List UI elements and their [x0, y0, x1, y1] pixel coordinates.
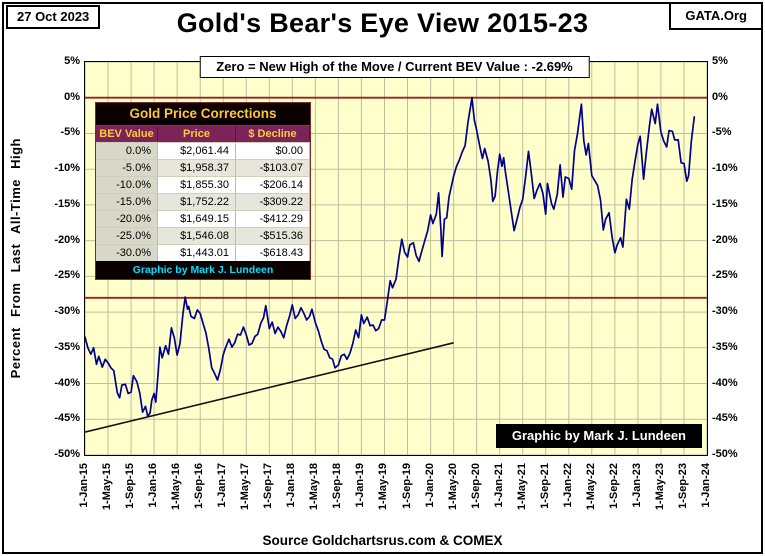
table-row: -20.0% $1,649.15 -$412.29 [96, 210, 310, 227]
y-tick-label: -50% [54, 448, 80, 460]
y-tick-label: -30% [712, 305, 738, 317]
table-cell: $1,443.01 [158, 244, 236, 261]
table-row: -30.0% $1,443.01 -$618.43 [96, 244, 310, 261]
y-tick-label: 5% [712, 55, 728, 67]
x-tick-label: 1-Jan-15 [78, 463, 90, 508]
table-cell: -$103.07 [236, 159, 310, 176]
x-tick-label: 1-Sep-22 [608, 463, 620, 509]
x-tick-label: 1-May-18 [308, 463, 320, 511]
y-axis-title: Percent From Last All-Time High [8, 62, 23, 455]
x-tick-label: 1-Sep-21 [539, 463, 551, 509]
column-header: $ Decline [236, 126, 310, 142]
y-tick-label: 0% [64, 91, 80, 103]
x-tick-label: 1-Sep-16 [193, 463, 205, 509]
x-tick-label: 1-Jan-23 [631, 463, 643, 508]
x-tick-label: 1-Sep-23 [677, 463, 689, 509]
y-tick-label: -50% [712, 448, 738, 460]
table-cell: -$515.36 [236, 227, 310, 244]
y-tick-label: -40% [54, 377, 80, 389]
column-header: Price [158, 126, 236, 142]
y-tick-label: -25% [54, 269, 80, 281]
y-tick-label: -25% [712, 269, 738, 281]
x-tick-label: 1-Sep-15 [124, 463, 136, 509]
x-tick-label: 1-May-20 [447, 463, 459, 511]
credit-box: Graphic by Mark J. Lundeen [495, 424, 702, 448]
table-cell: -5.0% [96, 159, 158, 176]
table-cell: -$618.43 [236, 244, 310, 261]
table-cell: -$412.29 [236, 210, 310, 227]
table-row: 0.0% $2,061.44 $0.00 [96, 142, 310, 159]
x-tick-label: 1-Sep-18 [331, 463, 343, 509]
org-label: GATA.Org [669, 4, 761, 30]
corrections-table-title: Gold Price Corrections [96, 103, 310, 126]
table-cell: 0.0% [96, 142, 158, 159]
table-cell: -30.0% [96, 244, 158, 261]
x-tick-label: 1-May-23 [654, 463, 666, 511]
table-cell: -$206.14 [236, 176, 310, 193]
table-cell: -25.0% [96, 227, 158, 244]
table-cell: -$309.22 [236, 193, 310, 210]
x-tick-label: 1-Jan-18 [285, 463, 297, 508]
y-tick-label: -5% [712, 126, 732, 138]
y-tick-label: -35% [54, 341, 80, 353]
y-tick-label: -15% [712, 198, 738, 210]
y-tick-label: -30% [54, 305, 80, 317]
table-cell: $1,958.37 [158, 159, 236, 176]
y-tick-label: -45% [54, 412, 80, 424]
y-tick-label: -10% [54, 162, 80, 174]
table-row: -5.0% $1,958.37 -$103.07 [96, 159, 310, 176]
subtitle-box: Zero = New High of the Move / Current BE… [199, 56, 590, 78]
x-tick-label: 1-May-15 [101, 463, 113, 511]
y-tick-label: -40% [712, 377, 738, 389]
y-tick-label: -20% [54, 234, 80, 246]
corrections-table-credit: Graphic by Mark J. Lundeen [96, 261, 310, 279]
source-label: Source Goldchartsrus.com & COMEX [262, 533, 503, 548]
table-cell: $0.00 [236, 142, 310, 159]
table-cell: -10.0% [96, 176, 158, 193]
x-tick-label: 1-Sep-20 [470, 463, 482, 509]
y-tick-label: -20% [712, 234, 738, 246]
date-label: 27 Oct 2023 [6, 5, 101, 29]
table-cell: $1,649.15 [158, 210, 236, 227]
table-row: -15.0% $1,752.22 -$309.22 [96, 193, 310, 210]
corrections-table-header: BEV Value Price $ Decline [96, 126, 310, 142]
table-cell: -15.0% [96, 193, 158, 210]
table-cell: -20.0% [96, 210, 158, 227]
x-tick-label: 1-May-19 [377, 463, 389, 511]
table-cell: $1,855.30 [158, 176, 236, 193]
y-tick-label: -5% [60, 126, 80, 138]
x-tick-label: 1-Jan-16 [147, 463, 159, 508]
x-tick-label: 1-Jan-20 [424, 463, 436, 508]
x-tick-label: 1-May-17 [239, 463, 251, 511]
x-tick-label: 1-Jan-19 [354, 463, 366, 508]
x-tick-label: 1-Jan-22 [562, 463, 574, 508]
table-row: -25.0% $1,546.08 -$515.36 [96, 227, 310, 244]
x-tick-label: 1-Sep-17 [262, 463, 274, 509]
corrections-table: Gold Price Corrections BEV Value Price $ D… [95, 102, 311, 280]
table-cell: $1,546.08 [158, 227, 236, 244]
y-axis-title-text: Percent From Last All-Time High [8, 138, 23, 379]
plot-area: Gold Price Corrections BEV Value Price $ D… [85, 62, 707, 455]
y-tick-label: -15% [54, 198, 80, 210]
x-tick-label: 1-May-22 [585, 463, 597, 511]
chart-title: Gold's Bear's Eye View 2015-23 [176, 8, 589, 38]
table-row: -10.0% $1,855.30 -$206.14 [96, 176, 310, 193]
table-cell: $2,061.44 [158, 142, 236, 159]
x-tick-label: 1-May-16 [170, 463, 182, 511]
y-tick-label: -10% [712, 162, 738, 174]
corrections-table-body: 0.0% $2,061.44 $0.00 -5.0% $1,958.37 -$103.07… [96, 142, 310, 261]
x-tick-label: 1-May-21 [516, 463, 528, 511]
x-tick-label: 1-Jan-17 [216, 463, 228, 508]
y-tick-label: -45% [712, 412, 738, 424]
y-tick-label: 5% [64, 55, 80, 67]
table-cell: $1,752.22 [158, 193, 236, 210]
x-tick-label: 1-Jan-21 [493, 463, 505, 508]
x-tick-label: 1-Sep-19 [401, 463, 413, 509]
x-tick-label: 1-Jan-24 [700, 463, 712, 508]
y-tick-label: -35% [712, 341, 738, 353]
y-tick-label: 0% [712, 91, 728, 103]
column-header: BEV Value [96, 126, 158, 142]
